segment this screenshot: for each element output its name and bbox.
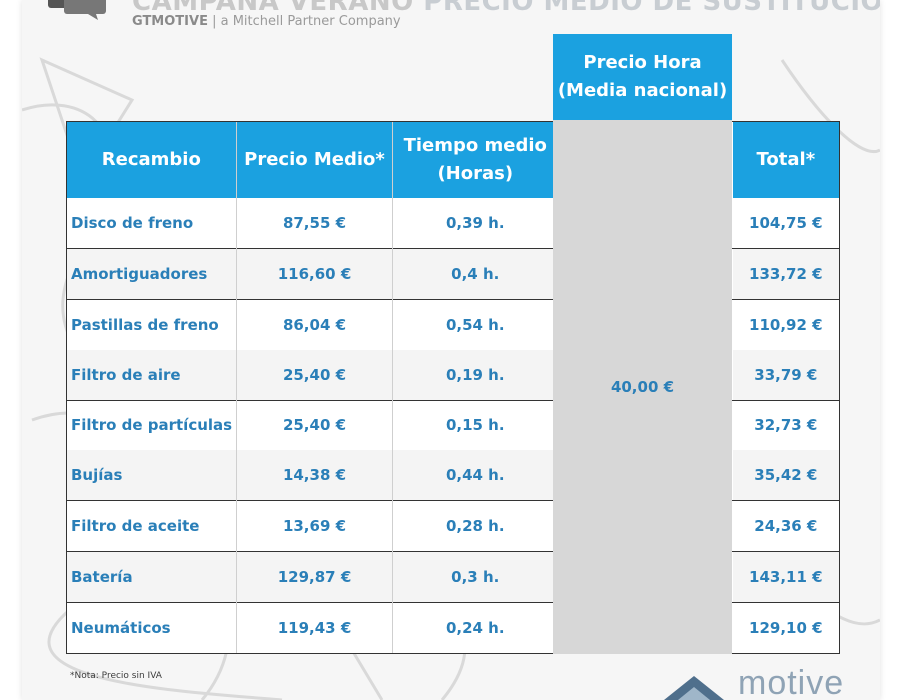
total-cell: 104,75 € [749, 213, 823, 232]
column-header-avg-time: Tiempo medio (Horas) [392, 122, 558, 198]
total-cell: 129,10 € [732, 602, 839, 653]
footnote: *Nota: Precio sin IVA [70, 671, 162, 681]
hour-price-line1: Precio Hora [583, 52, 702, 73]
gtmotive-logo: motive [654, 664, 880, 700]
avg-time-cell: 0,3 h. [392, 551, 558, 603]
page-title: CAMPAÑA VERANO PRECIO MEDIO DE SUSTITUCI… [132, 0, 880, 17]
avg-time-line2: (Horas) [437, 163, 514, 184]
logo-mark-icon [664, 676, 724, 700]
chat-bubbles-icon [48, 0, 106, 20]
hour-price-line2: (Media nacional) [557, 80, 728, 101]
total-cell: 24,36 € [732, 500, 839, 552]
infographic-page: CAMPAÑA VERANO PRECIO MEDIO DE SUSTITUCI… [22, 0, 880, 700]
avg-price-cell: 25,40 € [236, 399, 394, 451]
avg-time-cell: 0,28 h. [392, 500, 558, 552]
avg-price-cell: 13,69 € [236, 500, 394, 552]
part-cell: Filtro de partículas [67, 399, 237, 451]
avg-price-cell: 87,55 € [236, 198, 394, 249]
table-row: Filtro de aire 25,40 €0,19 h. 33,79 € [67, 349, 839, 401]
avg-time-cell: 0,15 h. [392, 399, 558, 451]
table-row: Bujías 14,38 €0,44 h. 35,42 € [67, 450, 839, 501]
column-header-total: Total* [732, 122, 839, 198]
avg-price-cell: 25,40 € [236, 349, 394, 401]
logo-text: motive [738, 664, 845, 700]
title-main: PRECIO MEDIO DE SUSTITUCIÓN [423, 0, 880, 17]
avg-price-cell: 116,60 € [236, 247, 394, 300]
subtitle-rest: | a Mitchell Partner Company [212, 14, 401, 29]
avg-price-cell: 119,43 € [236, 602, 394, 653]
hour-price-cell: 40,00 € [553, 120, 732, 654]
total-cell: 35,42 € [732, 450, 839, 501]
table-header-row: Recambio Precio Medio* Tiempo medio (Hora… [67, 122, 839, 198]
column-header-part: Recambio [67, 122, 237, 198]
column-header-hour-price: Precio Hora (Media nacional) [553, 34, 732, 120]
hour-price-value: 40,00 € [610, 378, 675, 396]
avg-price-cell: 14,38 € [236, 450, 394, 501]
part-cell: Amortiguadores [67, 247, 237, 300]
table-row: Filtro de aceite 13,69 €0,28 h. 24,36 € [67, 500, 839, 552]
avg-time-cell: 0,19 h. [392, 349, 558, 401]
avg-time-cell: 0,54 h. [392, 298, 558, 350]
total-cell: 133,72 € [732, 247, 839, 300]
part-cell: Filtro de aire [67, 349, 237, 401]
part-cell: Bujías [67, 450, 237, 501]
total-cell: 33,79 € [732, 349, 839, 401]
subtitle-brand: GTMOTIVE [132, 14, 208, 29]
avg-price-cell: 86,04 € [236, 298, 394, 350]
table-row: Disco de freno 87,55 € 0,39 h. 104,75 € [67, 198, 839, 249]
part-cell: Disco de freno [67, 198, 237, 249]
avg-time-cell: 0,4 h. [392, 247, 558, 300]
avg-time-cell: 0,44 h. [392, 450, 558, 501]
total-cell: 32,73 € [732, 399, 839, 451]
total-cell: 143,11 € [732, 551, 839, 603]
avg-time-line1: Tiempo medio [403, 135, 547, 156]
part-cell: Filtro de aceite [67, 500, 237, 552]
subtitle: GTMOTIVE | a Mitchell Partner Company [132, 14, 401, 29]
avg-time-cell: 0,39 h. [445, 213, 505, 232]
column-header-avg-price: Precio Medio* [236, 122, 394, 198]
title-prefix: CAMPAÑA VERANO [132, 0, 414, 17]
avg-time-cell: 0,24 h. [392, 602, 558, 653]
total-cell: 110,92 € [732, 298, 839, 350]
part-cell: Batería [67, 551, 237, 603]
table-row: Batería 129,87 €0,3 h. 143,11 € [67, 551, 839, 603]
part-cell: Pastillas de freno [67, 298, 237, 350]
part-cell: Neumáticos [67, 602, 237, 653]
price-table: Recambio Precio Medio* Tiempo medio (Hora… [67, 122, 839, 653]
avg-price-cell: 129,87 € [236, 551, 394, 603]
